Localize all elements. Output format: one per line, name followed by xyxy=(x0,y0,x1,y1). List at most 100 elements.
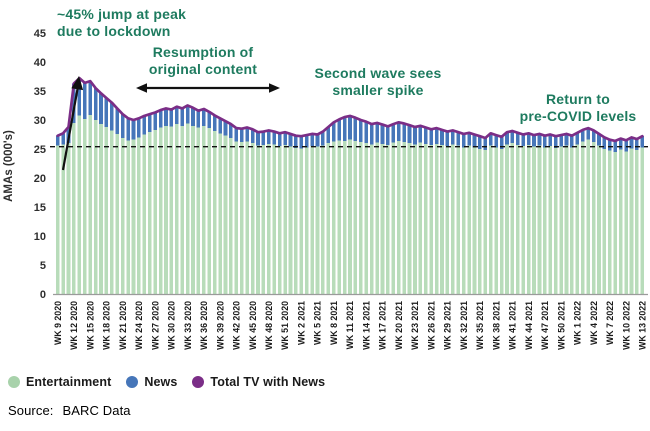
bar-entertainment xyxy=(261,144,266,294)
bar-entertainment xyxy=(510,143,515,294)
resumption-right-arrowhead xyxy=(269,83,280,93)
bar-news xyxy=(472,134,477,148)
bar-entertainment xyxy=(342,140,347,294)
bar-entertainment xyxy=(137,137,141,294)
bar-entertainment xyxy=(55,145,60,294)
bar-news xyxy=(250,129,255,144)
bar-news xyxy=(629,137,634,149)
bar-news xyxy=(110,102,114,131)
bar-news xyxy=(391,124,396,143)
x-tick-label: WK 38 2021 xyxy=(491,301,501,350)
bar-news xyxy=(532,135,536,147)
bar-news xyxy=(618,138,623,150)
x-tick-label: WK 14 2021 xyxy=(361,301,371,350)
bar-news xyxy=(613,140,618,152)
bar-entertainment xyxy=(310,146,314,294)
bar-entertainment xyxy=(77,115,82,294)
bar-news xyxy=(256,132,260,146)
bar-entertainment xyxy=(553,147,558,294)
x-tick-label: WK 45 2020 xyxy=(248,301,258,350)
bar-entertainment xyxy=(185,123,190,294)
source-note: Source: BARC Data xyxy=(8,403,650,418)
bar-entertainment xyxy=(461,147,466,294)
bar-entertainment xyxy=(586,139,590,294)
x-tick-label: WK 20 2021 xyxy=(394,301,404,350)
bar-entertainment xyxy=(147,132,152,294)
bar-news xyxy=(494,135,498,148)
bar-news xyxy=(126,118,130,141)
bar-news xyxy=(359,120,363,143)
bar-entertainment xyxy=(288,146,293,294)
bar-news xyxy=(131,120,136,140)
bar-news xyxy=(570,135,574,148)
bar-entertainment xyxy=(451,144,455,294)
bar-news xyxy=(624,140,628,152)
bar-entertainment xyxy=(423,143,428,294)
bar-entertainment xyxy=(72,122,76,295)
bar-news xyxy=(348,115,352,140)
y-tick-label: 40 xyxy=(34,57,46,69)
x-tick-label: WK 32 2021 xyxy=(459,301,469,350)
y-tick-label: 45 xyxy=(34,28,46,40)
legend-item-total-tv-with-news: Total TV with News xyxy=(192,375,325,389)
y-tick-label: 30 xyxy=(34,115,46,127)
bar-entertainment xyxy=(82,118,87,294)
y-tick-label: 20 xyxy=(34,173,46,185)
bar-news xyxy=(456,132,461,146)
bar-entertainment xyxy=(239,142,244,294)
bar-news xyxy=(304,135,309,148)
x-tick-label: WK 29 2021 xyxy=(443,301,453,350)
x-tick-label: WK 17 2021 xyxy=(378,301,388,350)
bar-news xyxy=(602,137,607,149)
total-tv-line xyxy=(56,76,644,143)
bar-entertainment xyxy=(570,147,574,294)
bar-entertainment xyxy=(131,139,136,294)
x-tick-label: WK 24 2020 xyxy=(134,301,144,350)
x-tick-label: WK 21 2020 xyxy=(118,301,128,350)
bar-news xyxy=(283,132,287,145)
bar-news xyxy=(402,123,406,143)
bar-news xyxy=(580,129,585,142)
bar-entertainment xyxy=(608,150,612,294)
legend-dot-icon xyxy=(192,376,205,388)
bar-entertainment xyxy=(331,141,336,294)
bar-entertainment xyxy=(283,144,287,294)
bar-news xyxy=(635,139,639,151)
bar-entertainment xyxy=(494,147,498,294)
bar-news xyxy=(142,115,147,135)
bar-news xyxy=(61,133,65,145)
y-tick-label: 35 xyxy=(34,86,46,98)
bar-news xyxy=(597,133,601,146)
bar-news xyxy=(440,129,444,145)
x-tick-label: WK 11 2021 xyxy=(345,301,355,350)
y-tick-label: 15 xyxy=(34,202,46,214)
bar-entertainment xyxy=(429,144,433,294)
x-tick-label: WK 50 2021 xyxy=(556,301,566,350)
bar-news xyxy=(386,126,390,145)
bar-entertainment xyxy=(66,143,71,294)
x-tick-label: WK 30 2020 xyxy=(167,301,177,350)
bar-entertainment xyxy=(499,149,504,294)
bar-news xyxy=(418,125,423,143)
bar-news xyxy=(147,114,152,133)
bar-entertainment xyxy=(99,124,103,294)
bar-news xyxy=(261,131,266,145)
bar-news xyxy=(191,107,195,126)
bar-entertainment xyxy=(191,125,195,294)
bar-entertainment xyxy=(521,146,526,294)
bar-entertainment xyxy=(304,147,309,294)
source-label: Source: xyxy=(8,403,54,418)
bar-news xyxy=(294,135,298,148)
bar-news xyxy=(543,135,547,148)
bar-entertainment xyxy=(174,124,179,294)
bar-entertainment xyxy=(629,148,634,294)
bar-entertainment xyxy=(218,133,222,294)
bar-news xyxy=(537,133,542,146)
bar-entertainment xyxy=(234,141,239,294)
legend-item-entertainment: Entertainment xyxy=(8,375,111,389)
x-tick-label: WK 18 2020 xyxy=(102,301,112,350)
tv-amas-chart-canvas: 0 5 10 15 20 25 30 35 40 45 AMAs (000's) WK 9 2020 W… xyxy=(3,6,648,350)
annotation-return-precovid: Return to xyxy=(546,91,610,107)
bar-entertainment xyxy=(445,146,450,294)
legend-dot-icon xyxy=(8,376,20,388)
